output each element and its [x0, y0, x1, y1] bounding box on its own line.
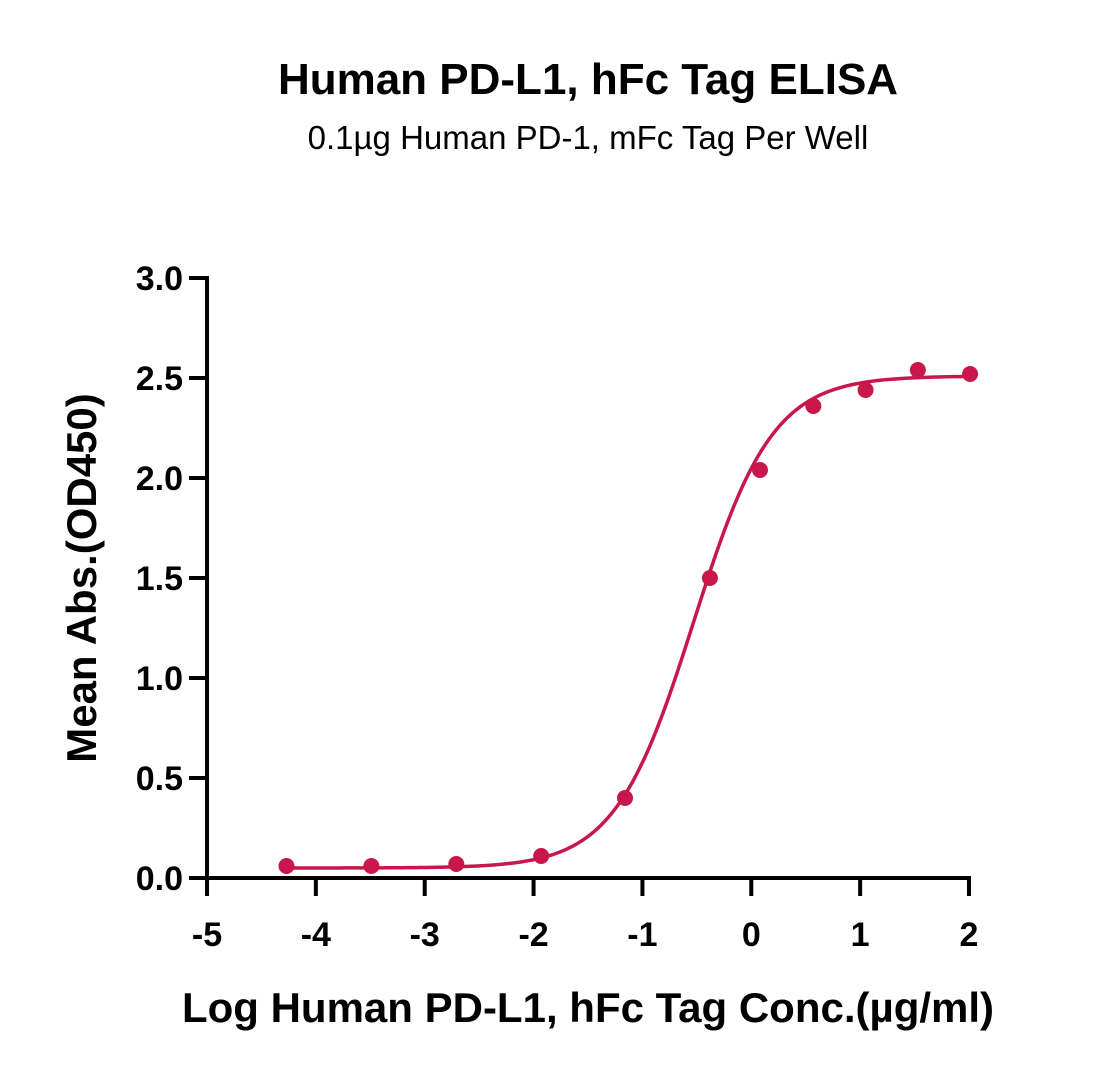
data-point [962, 366, 979, 382]
y-tick-label: 2.0 [136, 460, 183, 498]
x-tick-label: -4 [301, 916, 331, 954]
y-axis-label: Mean Abs.(OD450) [58, 393, 105, 763]
x-tick-label: -2 [518, 916, 548, 954]
data-points [278, 362, 979, 874]
y-tick-label: 1.5 [136, 560, 183, 598]
data-point [805, 398, 822, 414]
data-point [363, 858, 380, 874]
x-axis-ticks: -5 -4 -3 -2 -1 0 1 2 [192, 878, 979, 954]
fit-curve [286, 374, 971, 870]
data-point [448, 856, 465, 872]
x-tick-label: 0 [742, 916, 761, 954]
data-point [701, 570, 718, 586]
x-tick-label: -3 [410, 916, 440, 954]
y-tick-label: 3.0 [136, 260, 183, 298]
y-tick-label: 0.0 [136, 860, 183, 898]
x-tick-label: -5 [192, 916, 222, 954]
x-tick-label: 2 [960, 916, 979, 954]
data-point [857, 382, 874, 398]
x-axis-label: Log Human PD-L1, hFc Tag Conc.(µg/ml) [182, 984, 994, 1031]
data-point [278, 858, 295, 874]
y-axis-ticks: 0.0 0.5 1.0 1.5 2.0 2.5 3.0 [136, 260, 207, 898]
data-point [533, 848, 550, 864]
y-tick-label: 0.5 [136, 760, 183, 798]
chart-subtitle: 0.1µg Human PD-1, mFc Tag Per Well [308, 119, 869, 156]
data-point [751, 462, 768, 478]
axes [205, 276, 971, 880]
x-tick-label: -1 [627, 916, 657, 954]
data-point [909, 362, 926, 378]
data-point [617, 790, 634, 806]
chart-title: Human PD-L1, hFc Tag ELISA [278, 55, 898, 104]
y-tick-label: 1.0 [136, 660, 183, 698]
x-tick-label: 1 [851, 916, 870, 954]
y-tick-label: 2.5 [136, 360, 183, 398]
